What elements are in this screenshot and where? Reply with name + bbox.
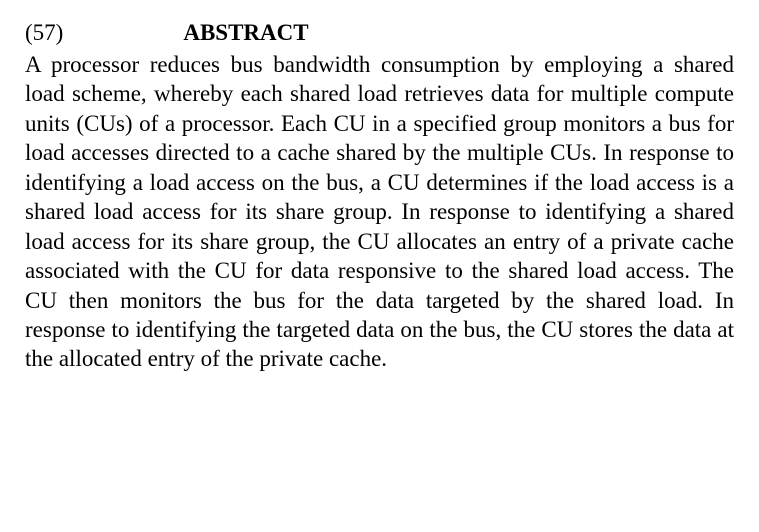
header-line: (57) ABSTRACT (25, 20, 734, 46)
abstract-body: A processor reduces bus bandwidth consum… (25, 50, 734, 374)
section-number: (57) (25, 20, 63, 46)
abstract-title: ABSTRACT (183, 20, 308, 46)
